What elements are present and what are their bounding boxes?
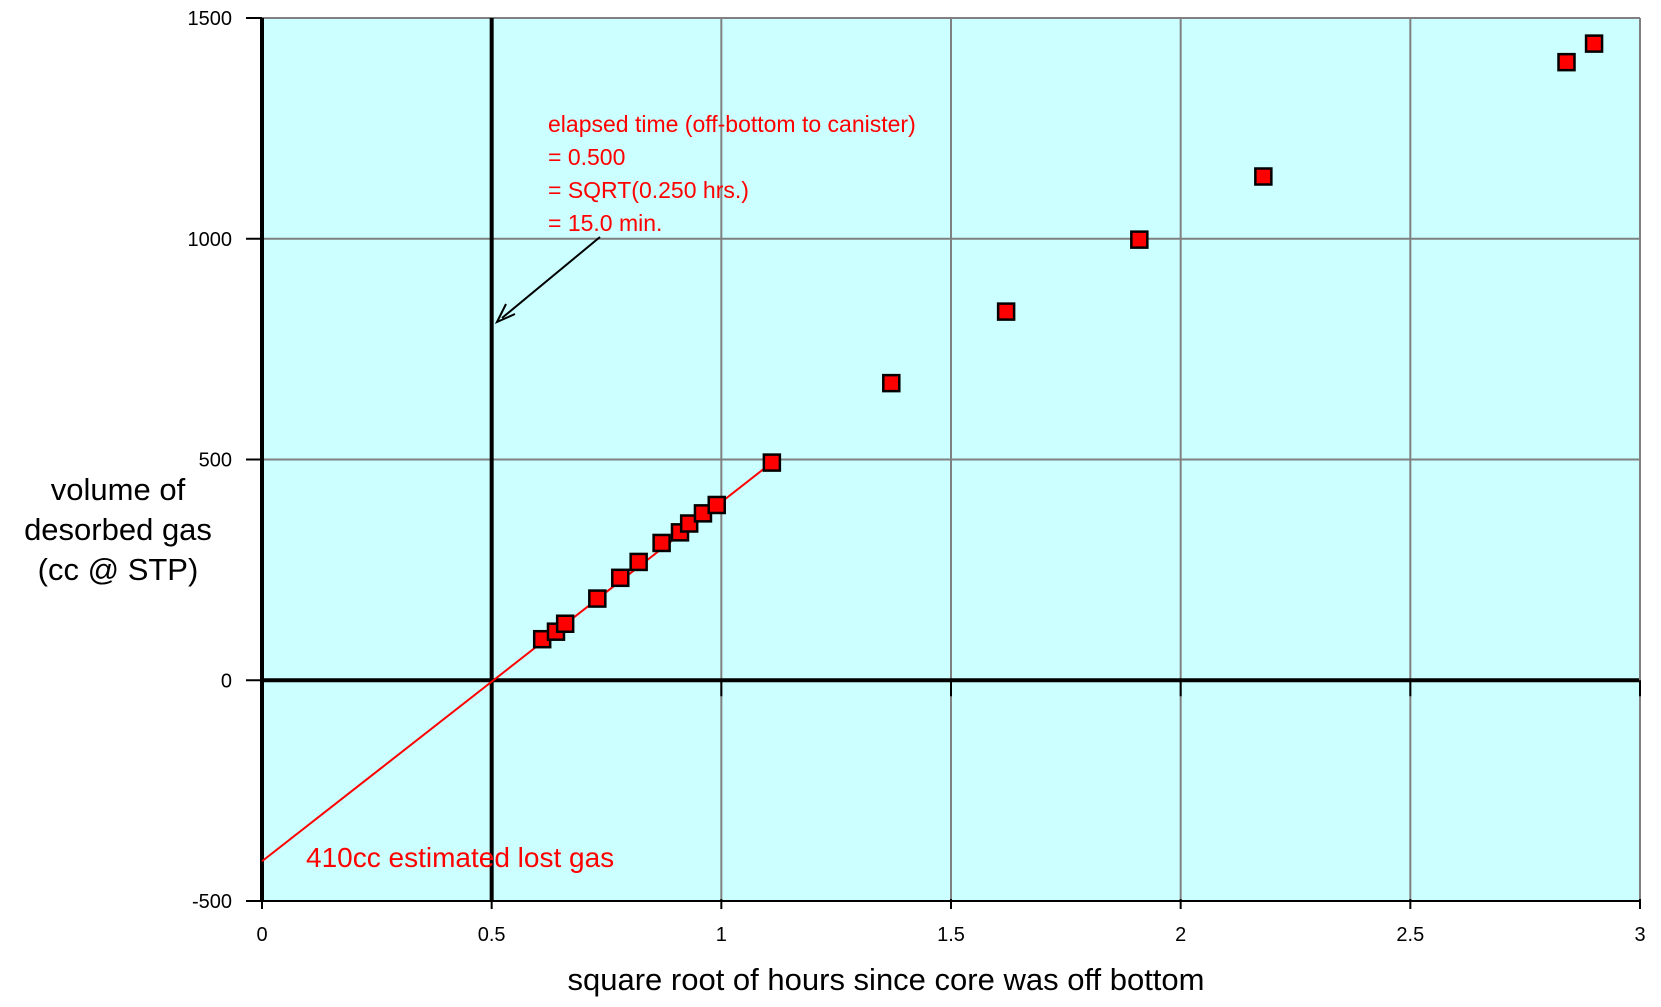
data-point bbox=[679, 514, 699, 533]
x-tick-label: 2 bbox=[1175, 924, 1186, 946]
annotation-arrow-head bbox=[494, 303, 516, 325]
x-tick-label: 3 bbox=[1634, 924, 1645, 946]
elapsed-annotation-line-3: = SQRT(0.250 hrs.) bbox=[548, 177, 749, 203]
x-tick-label: 2.5 bbox=[1396, 924, 1424, 946]
axes bbox=[246, 17, 1641, 909]
data-point bbox=[652, 533, 671, 553]
data-points bbox=[532, 34, 1604, 649]
data-point bbox=[1557, 52, 1576, 72]
data-point bbox=[1130, 230, 1149, 249]
elapsed-annotation-line-4: = 15.0 min. bbox=[548, 210, 662, 236]
data-point bbox=[1254, 167, 1273, 186]
data-point bbox=[762, 453, 782, 472]
annotation-arrow-shaft bbox=[501, 236, 601, 319]
data-point bbox=[1584, 34, 1604, 53]
tick-labels: -500 0 500 1000 1500 0 0.5 1 1.5 2 2.5 3 bbox=[188, 8, 1646, 946]
data-point bbox=[882, 373, 901, 393]
data-point bbox=[555, 614, 575, 633]
y-axis-label: volume of desorbed gas (cc @ STP) bbox=[24, 472, 212, 587]
y-tick-label: 0 bbox=[221, 670, 232, 692]
y-tick-label: -500 bbox=[192, 891, 232, 913]
elapsed-annotation-line-1: elapsed time (off-bottom to canister) bbox=[548, 111, 916, 137]
lost-gas-annotation: 410cc estimated lost gas bbox=[306, 842, 614, 873]
x-tick-label: 1.5 bbox=[937, 924, 965, 946]
y-axis-label-line-1: volume of bbox=[51, 472, 186, 507]
elapsed-annotation-line-2: = 0.500 bbox=[548, 144, 625, 170]
y-tick-label: 1000 bbox=[188, 229, 233, 251]
data-point bbox=[996, 302, 1016, 321]
data-point bbox=[588, 589, 607, 608]
elapsed-annotation: elapsed time (off-bottom to canister) = … bbox=[494, 111, 916, 325]
data-point bbox=[707, 495, 726, 515]
x-tick-label: 1 bbox=[716, 924, 727, 946]
y-tick-label: 500 bbox=[199, 450, 232, 472]
data-point bbox=[629, 552, 648, 572]
grid bbox=[262, 17, 1640, 901]
x-tick-label: 0 bbox=[256, 924, 267, 946]
x-tick-label: 0.5 bbox=[478, 924, 506, 946]
x-axis-label: square root of hours since core was off … bbox=[568, 962, 1205, 997]
data-point bbox=[611, 568, 630, 588]
y-axis-label-line-3: (cc @ STP) bbox=[38, 552, 199, 587]
y-axis-label-line-2: desorbed gas bbox=[24, 512, 212, 547]
y-tick-label: 1500 bbox=[188, 8, 233, 30]
